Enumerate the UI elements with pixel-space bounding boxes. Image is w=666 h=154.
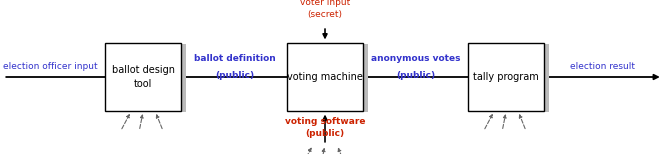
Text: (secret): (secret)	[308, 10, 342, 19]
Text: voting machine: voting machine	[287, 72, 363, 82]
Text: ballot definition: ballot definition	[194, 54, 275, 63]
Text: (public): (public)	[215, 71, 254, 80]
FancyBboxPatch shape	[292, 44, 368, 112]
FancyBboxPatch shape	[287, 43, 364, 111]
FancyBboxPatch shape	[109, 44, 186, 112]
Text: tally program: tally program	[474, 72, 539, 82]
Text: ballot design
tool: ballot design tool	[112, 65, 174, 89]
Text: (public): (public)	[396, 71, 435, 80]
FancyBboxPatch shape	[468, 43, 545, 111]
Text: election officer input: election officer input	[3, 62, 97, 71]
Text: election result: election result	[570, 62, 635, 71]
Text: anonymous votes: anonymous votes	[371, 54, 460, 63]
Text: voter input: voter input	[300, 0, 350, 7]
Text: voting software: voting software	[285, 117, 365, 126]
FancyBboxPatch shape	[105, 43, 181, 111]
Text: (public): (public)	[306, 129, 344, 138]
FancyBboxPatch shape	[473, 44, 549, 112]
